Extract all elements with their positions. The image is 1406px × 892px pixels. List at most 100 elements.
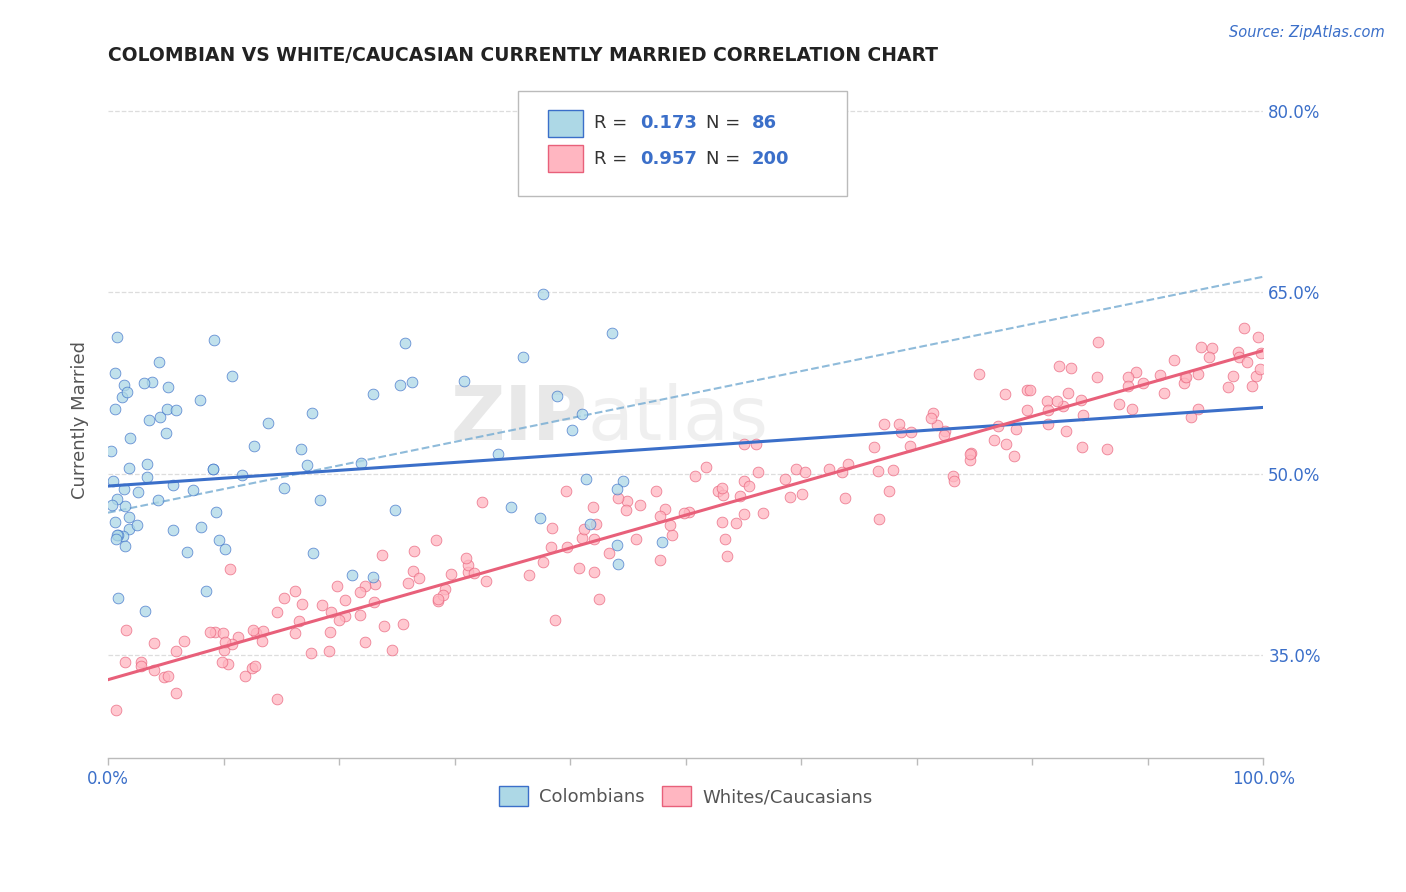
Point	[104, 402, 127, 417]
Point	[143, 663, 166, 677]
Point	[546, 389, 568, 403]
Point	[214, 635, 236, 649]
Point	[1071, 408, 1094, 422]
Point	[834, 491, 856, 505]
Point	[557, 540, 579, 554]
Point	[136, 458, 159, 472]
Point	[960, 446, 983, 460]
Point	[582, 500, 605, 515]
Point	[517, 568, 540, 582]
Point	[200, 625, 222, 640]
Point	[118, 510, 141, 524]
Point	[678, 505, 700, 519]
Point	[138, 413, 160, 427]
Point	[555, 484, 578, 499]
Point	[205, 505, 228, 519]
Point	[1249, 362, 1271, 376]
Point	[426, 591, 449, 606]
Text: Source: ZipAtlas.com: Source: ZipAtlas.com	[1229, 25, 1385, 40]
Text: 0.173: 0.173	[641, 114, 697, 132]
Point	[1036, 403, 1059, 417]
Point	[302, 546, 325, 560]
Point	[156, 380, 179, 394]
Point	[457, 558, 479, 572]
Point	[353, 579, 375, 593]
Point	[214, 541, 236, 556]
Point	[583, 565, 606, 579]
Point	[733, 474, 755, 488]
Point	[751, 507, 773, 521]
Point	[166, 402, 188, 417]
Point	[432, 588, 454, 602]
Point	[115, 624, 138, 638]
Point	[165, 644, 187, 658]
Point	[1005, 422, 1028, 436]
Point	[156, 669, 179, 683]
Point	[943, 474, 966, 488]
Point	[1015, 383, 1038, 397]
Point	[1222, 369, 1244, 384]
Point	[115, 384, 138, 399]
Point	[716, 549, 738, 563]
Point	[114, 539, 136, 553]
Point	[440, 567, 463, 582]
Point	[295, 458, 318, 472]
Point	[600, 326, 623, 340]
Point	[243, 659, 266, 673]
Point	[361, 387, 384, 401]
Point	[299, 646, 322, 660]
Point	[105, 528, 128, 542]
Point	[453, 374, 475, 388]
Point	[922, 406, 945, 420]
Point	[326, 579, 349, 593]
Point	[499, 500, 522, 515]
Point	[212, 642, 235, 657]
Point	[644, 484, 666, 499]
Point	[1227, 345, 1250, 359]
Point	[572, 523, 595, 537]
Point	[1095, 442, 1118, 456]
Point	[349, 584, 371, 599]
Point	[837, 457, 859, 471]
Point	[790, 487, 813, 501]
Point	[561, 423, 583, 437]
Point	[107, 528, 129, 542]
Point	[1108, 397, 1130, 411]
Text: R =: R =	[595, 114, 633, 132]
Point	[1187, 367, 1209, 381]
Point	[568, 561, 591, 575]
Text: 200: 200	[752, 150, 789, 168]
Point	[201, 462, 224, 476]
Point	[363, 595, 385, 609]
Point	[994, 437, 1017, 451]
Point	[434, 582, 457, 596]
Point	[711, 481, 734, 495]
Point	[1187, 402, 1209, 417]
Point	[240, 661, 263, 675]
Point	[107, 591, 129, 605]
Point	[104, 366, 127, 380]
Point	[318, 644, 340, 658]
Point	[959, 452, 981, 467]
Point	[291, 597, 314, 611]
Point	[111, 390, 134, 404]
Point	[101, 474, 124, 488]
Point	[118, 431, 141, 445]
Y-axis label: Currently Married: Currently Married	[72, 341, 89, 499]
Text: 0.957: 0.957	[641, 150, 697, 168]
Point	[284, 625, 307, 640]
Point	[932, 428, 955, 442]
Point	[1019, 383, 1042, 397]
Point	[252, 624, 274, 638]
Point	[628, 498, 651, 512]
Point	[1153, 385, 1175, 400]
Point	[934, 425, 956, 439]
Point	[221, 369, 243, 384]
Point	[1149, 368, 1171, 382]
Point	[900, 425, 922, 440]
Point	[1250, 346, 1272, 360]
Point	[898, 439, 921, 453]
Point	[695, 460, 717, 475]
Point	[648, 552, 671, 566]
Point	[117, 522, 139, 536]
